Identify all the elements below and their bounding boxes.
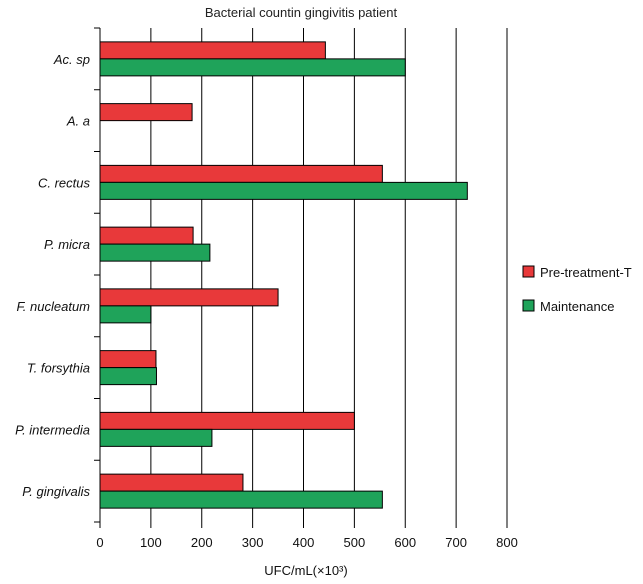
gridlines <box>150 28 508 522</box>
bar-maintenance <box>99 428 213 447</box>
category-label: P. micra <box>44 237 90 252</box>
category-label: T. forsythia <box>27 361 90 376</box>
bar-pre-treatment <box>99 226 194 245</box>
x-tick-label: 500 <box>344 535 366 550</box>
bar-pre-treatment <box>99 41 326 60</box>
legend-label: Pre-treatment-T <box>540 265 632 280</box>
x-tick-label: 200 <box>191 535 213 550</box>
legend-swatch <box>522 299 535 312</box>
category-labels: Ac. sp A. a C. rectus P. micra F. nucleatum T… <box>15 52 90 499</box>
legend: Pre-treatment-T Maintenance <box>522 265 632 314</box>
category-label: P. intermedia <box>15 422 90 437</box>
x-tick-label: 800 <box>496 535 518 550</box>
bar-maintenance <box>99 58 406 77</box>
category-label: P. gingivalis <box>22 484 90 499</box>
category-label: A. a <box>66 114 90 129</box>
bar-pre-treatment <box>99 473 244 492</box>
bar-maintenance <box>99 181 468 200</box>
x-tick-label: 0 <box>96 535 103 550</box>
bar-pre-treatment <box>99 350 157 369</box>
x-tick-label: 100 <box>140 535 162 550</box>
bar-pre-treatment <box>99 411 355 430</box>
x-axis-label: UFC/mL(×10³) <box>264 563 347 578</box>
legend-swatch <box>522 265 535 278</box>
category-label: F. nucleatum <box>17 299 91 314</box>
x-tick-labels: 0 100 200 300 400 500 600 700 800 <box>96 535 517 550</box>
bar-pre-treatment <box>99 164 383 183</box>
bar-maintenance <box>99 305 152 324</box>
bar-maintenance <box>99 490 383 509</box>
category-label: Ac. sp <box>53 52 90 67</box>
bars <box>99 41 468 509</box>
x-tick-label: 400 <box>293 535 315 550</box>
x-tick-label: 600 <box>394 535 416 550</box>
chart-title: Bacterial countin gingivitis patient <box>205 5 398 20</box>
bar-maintenance <box>99 367 157 386</box>
bar-pre-treatment <box>99 103 193 122</box>
axes <box>94 27 508 528</box>
legend-label: Maintenance <box>540 299 614 314</box>
bar-pre-treatment <box>99 288 279 307</box>
x-tick-label: 700 <box>445 535 467 550</box>
x-tick-label: 300 <box>242 535 264 550</box>
bar-maintenance <box>99 243 211 262</box>
category-label: C. rectus <box>38 175 91 190</box>
